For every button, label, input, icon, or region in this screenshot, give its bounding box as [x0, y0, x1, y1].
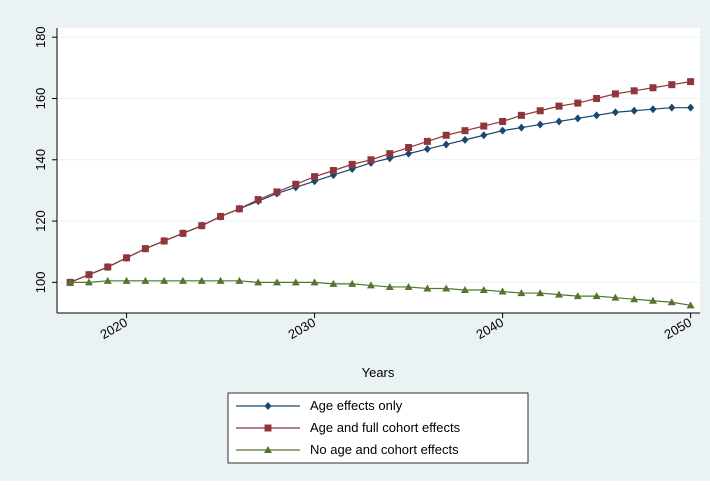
marker [272, 278, 281, 286]
marker [329, 279, 338, 287]
marker [273, 188, 281, 196]
marker [366, 281, 375, 289]
marker [517, 289, 526, 297]
marker [291, 278, 300, 286]
marker [536, 120, 544, 129]
marker [160, 237, 168, 245]
series-line [70, 280, 691, 306]
marker [573, 292, 582, 300]
marker [461, 127, 469, 135]
marker [385, 282, 394, 290]
marker [442, 284, 451, 292]
marker [536, 107, 544, 115]
marker [593, 111, 601, 120]
marker [630, 87, 638, 95]
marker [442, 140, 450, 149]
marker [405, 144, 413, 152]
legend-label: No age and cohort effects [310, 442, 459, 457]
marker [611, 90, 619, 98]
marker [235, 276, 244, 284]
marker [264, 446, 272, 453]
marker [499, 126, 507, 135]
marker [480, 122, 488, 130]
legend-label: Age and full cohort effects [310, 420, 461, 435]
marker [367, 156, 375, 164]
marker [348, 279, 357, 287]
marker [668, 81, 676, 89]
y-tick-label: 100 [33, 272, 48, 294]
marker [254, 196, 262, 204]
y-tick-label: 120 [33, 210, 48, 232]
legend-label: Age effects only [310, 398, 403, 413]
marker [517, 111, 525, 119]
marker [498, 287, 507, 295]
marker [423, 145, 431, 154]
marker [264, 424, 272, 432]
marker [649, 84, 657, 92]
marker [536, 289, 545, 297]
marker [574, 99, 582, 107]
marker [648, 296, 657, 304]
marker [197, 276, 206, 284]
marker [292, 180, 300, 188]
marker [649, 105, 657, 114]
marker [480, 131, 488, 140]
y-tick-label: 160 [33, 88, 48, 110]
marker [479, 286, 488, 294]
y-tick-label: 180 [33, 26, 48, 48]
marker [264, 402, 272, 410]
marker [254, 278, 263, 286]
marker [404, 282, 413, 290]
marker [423, 284, 432, 292]
marker [386, 150, 394, 158]
marker [198, 222, 206, 230]
marker [160, 276, 169, 284]
marker [592, 292, 601, 300]
marker [668, 103, 676, 112]
marker [103, 276, 112, 284]
marker [405, 149, 413, 158]
marker [630, 106, 638, 115]
marker [442, 131, 450, 139]
marker [311, 173, 319, 181]
marker [667, 298, 676, 306]
marker [630, 295, 639, 303]
marker [235, 205, 243, 213]
marker [687, 78, 695, 86]
marker [611, 108, 619, 117]
plot-area [57, 28, 700, 313]
marker [687, 103, 695, 112]
marker [178, 276, 187, 284]
marker [348, 160, 356, 168]
marker [611, 293, 620, 301]
marker [122, 276, 131, 284]
marker [217, 212, 225, 220]
marker [216, 276, 225, 284]
marker [423, 137, 431, 145]
marker [461, 135, 469, 144]
marker [141, 245, 149, 253]
series-line [69, 81, 691, 283]
marker [310, 278, 319, 286]
y-tick-label: 140 [33, 149, 48, 171]
x-axis-title: Years [362, 365, 395, 380]
marker [460, 286, 469, 294]
marker [555, 102, 563, 110]
marker [686, 301, 695, 309]
marker [66, 278, 75, 286]
marker [555, 117, 563, 126]
marker [593, 94, 601, 102]
marker [574, 114, 582, 123]
marker [85, 271, 93, 279]
marker [179, 229, 187, 237]
marker [123, 254, 131, 262]
marker [141, 276, 150, 284]
marker [517, 123, 525, 132]
marker [84, 278, 93, 286]
marker [554, 290, 563, 298]
marker [499, 117, 507, 125]
marker [104, 263, 112, 271]
marker [329, 167, 337, 174]
